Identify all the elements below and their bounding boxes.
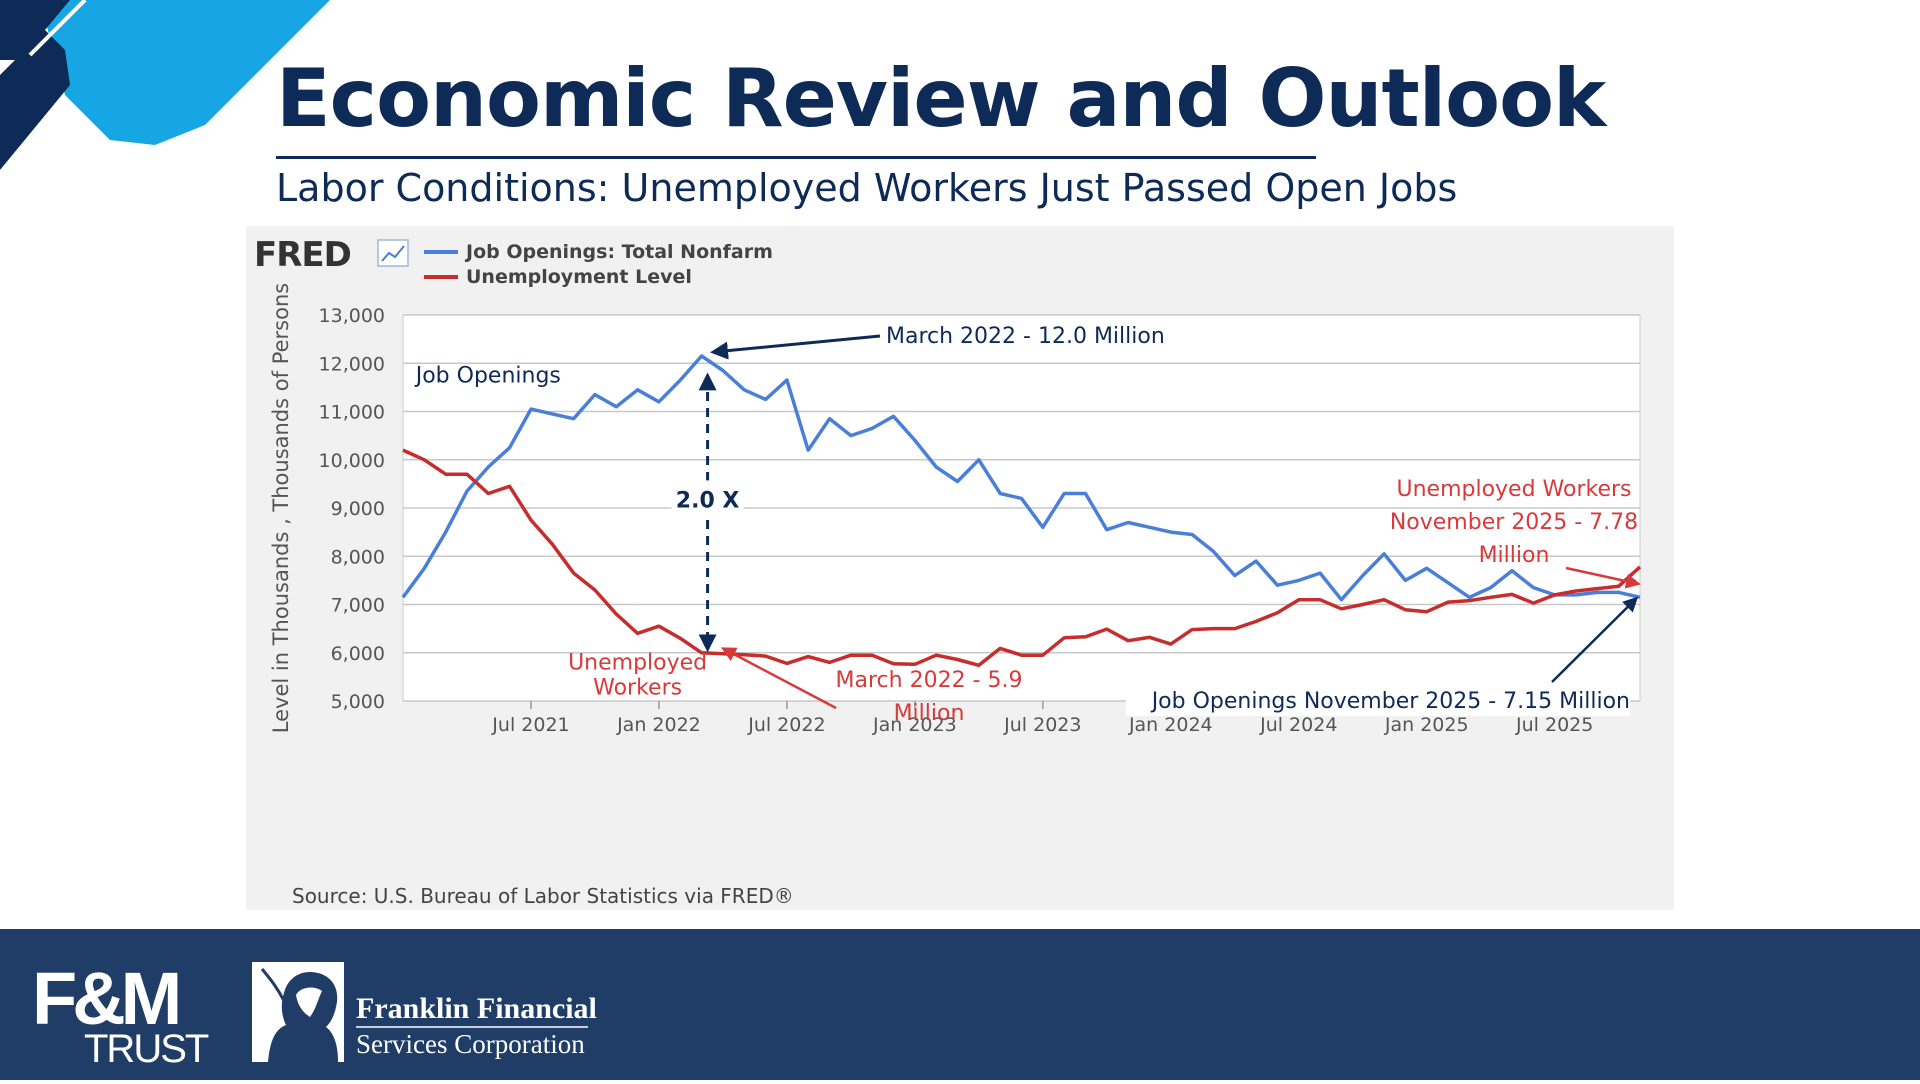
- y-tick-label: 7,000: [331, 595, 385, 617]
- label-workers: Workers: [593, 676, 682, 701]
- label-unemployed: Unemployed: [568, 651, 707, 676]
- x-tick-label: Jul 2022: [747, 714, 825, 736]
- y-tick-label: 10,000: [319, 450, 385, 472]
- nov-unemployment-text-line1: Unemployed Workers: [1396, 477, 1631, 502]
- slide-title: Economic Review and Outlook: [276, 52, 1605, 145]
- legend-label-unemployment: Unemployment Level: [466, 266, 692, 288]
- march-unemployment-text-line2: Million: [894, 701, 965, 726]
- ffsc-logo-line2: Services Corporation: [356, 1029, 585, 1059]
- y-tick-label: 11,000: [319, 402, 385, 424]
- title-underline: [276, 156, 1316, 159]
- y-tick-label: 8,000: [331, 546, 385, 568]
- y-tick-label: 9,000: [331, 498, 385, 520]
- y-axis-label: Level in Thousands , Thousands of Person…: [269, 283, 293, 733]
- label-job-openings: Job Openings: [414, 364, 561, 389]
- x-tick-label: Jul 2023: [1003, 714, 1081, 736]
- fm-logo-bottom: TRUST: [84, 1027, 209, 1071]
- y-axis-ticks: 5,000 6,000 7,000 8,000 9,000 10,000 11,000 12,…: [319, 305, 385, 713]
- ffsc-logo-line1: Franklin Financial: [356, 992, 597, 1025]
- nov-jobs-annotation-text: Job Openings November 2025 - 7.15 Millio…: [1150, 689, 1630, 714]
- franklin-portrait-icon: [252, 962, 344, 1062]
- y-tick-label: 12,000: [319, 353, 385, 375]
- nov-unemployment-text-line2: November 2025 - 7.78: [1390, 510, 1638, 535]
- legend-label-job-openings: Job Openings: Total Nonfarm: [464, 241, 773, 263]
- x-tick-label: Jul 2021: [491, 714, 569, 736]
- peak-annotation-text: March 2022 - 12.0 Million: [886, 324, 1165, 349]
- x-tick-label: Jul 2024: [1259, 714, 1337, 736]
- chart-panel: FRED Job Openings: Total Nonfarm Unemplo…: [246, 226, 1674, 910]
- footer-band: F&M TRUST Franklin Financial Services Co…: [0, 929, 1920, 1080]
- footer-logos: F&M TRUST Franklin Financial Services Co…: [0, 929, 640, 1080]
- nov-unemployment-text-line3: Million: [1479, 543, 1550, 568]
- x-tick-label: Jan 2022: [616, 714, 701, 736]
- y-tick-label: 6,000: [331, 643, 385, 665]
- fred-logo: FRED: [254, 235, 351, 275]
- x-tick-label: Jul 2025: [1515, 714, 1593, 736]
- y-tick-label: 5,000: [331, 691, 385, 713]
- line-chart: FRED Job Openings: Total Nonfarm Unemplo…: [246, 226, 1674, 910]
- ratio-annotation-text: 2.0 X: [676, 488, 740, 513]
- fred-graph-icon: [378, 240, 408, 266]
- chart-source: Source: U.S. Bureau of Labor Statistics …: [292, 884, 794, 908]
- y-tick-label: 13,000: [319, 305, 385, 327]
- slide-subtitle: Labor Conditions: Unemployed Workers Jus…: [276, 166, 1457, 210]
- march-unemployment-text-line1: March 2022 - 5.9: [836, 668, 1023, 693]
- x-tick-label: Jan 2025: [1384, 714, 1469, 736]
- legend: Job Openings: Total Nonfarm Unemployment…: [424, 241, 773, 288]
- x-tick-label: Jan 2024: [1128, 714, 1213, 736]
